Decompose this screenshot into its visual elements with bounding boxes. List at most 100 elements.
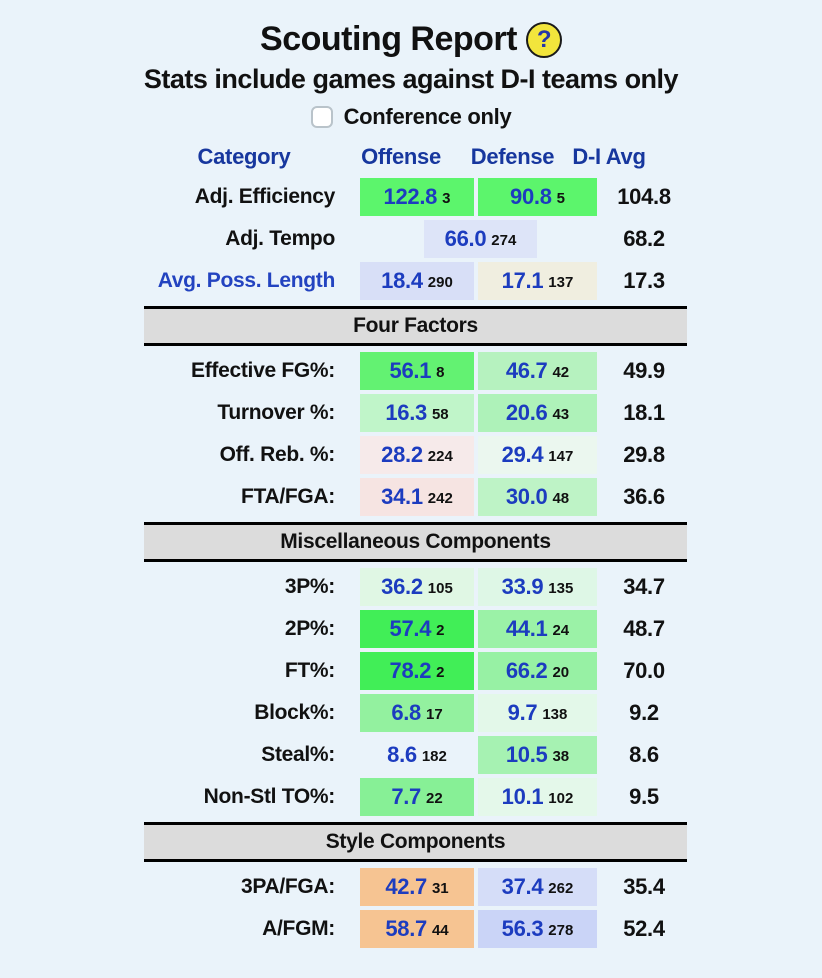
help-question-icon[interactable]: ? (525, 21, 562, 58)
offense-value-cell: 28.2 224 (360, 436, 474, 474)
stat-value: 8.6 (387, 742, 417, 767)
scouting-report-table: Category Offense Defense D-I Avg Adj. Ef… (144, 140, 687, 950)
stat-value: 122.8 (383, 184, 438, 209)
section-header: Miscellaneous Components (144, 522, 687, 562)
defense-value-cell: 33.9 135 (478, 568, 597, 606)
stat-value: 9.7 (507, 700, 538, 725)
offense-cell-wrap: 58.7 44 (360, 910, 478, 948)
stat-rank: 182 (421, 747, 447, 765)
offense-value-cell: 16.3 58 (360, 394, 474, 432)
stat-value: 44.1 (505, 616, 548, 641)
offense-value-cell: 36.2 105 (360, 568, 474, 606)
offense-cell-wrap: 78.2 2 (360, 652, 478, 690)
stat-value: 20.6 (505, 400, 548, 425)
category-label: 3P%: (284, 575, 335, 598)
stat-rank: 2 (436, 621, 445, 639)
stat-rank: 224 (427, 447, 453, 465)
stat-value: 58.7 (385, 916, 427, 941)
di-avg-value: 48.7 (623, 616, 665, 641)
di-avg-value: 29.8 (623, 442, 665, 467)
defense-cell-wrap: 33.9 135 (478, 568, 601, 606)
offense-value-cell: 42.7 31 (360, 868, 474, 906)
category-label: A/FGM: (262, 917, 335, 940)
conference-only-checkbox[interactable] (310, 106, 333, 128)
defense-cell-wrap: 10.1 102 (478, 778, 601, 816)
defense-cell-wrap: 90.8 5 (478, 178, 601, 216)
stat-value: 29.4 (501, 442, 544, 467)
offense-cell-wrap: 122.8 3 (360, 178, 478, 216)
defense-cell-wrap: 30.0 48 (478, 478, 601, 516)
stat-rank: 5 (556, 189, 565, 207)
defense-value-cell: 66.2 20 (478, 652, 597, 690)
di-avg-value: 17.3 (623, 268, 665, 293)
category-label: Off. Reb. %: (219, 443, 336, 466)
defense-value-cell: 56.3 278 (478, 910, 597, 948)
column-header-category: Category (197, 144, 291, 169)
stat-value: 28.2 (381, 442, 423, 467)
table-body: Adj. Efficiency 122.8 3 90.8 5 104.8 Adj. Temp… (144, 176, 687, 950)
stat-rank: 147 (548, 447, 574, 465)
defense-value-cell: 20.6 43 (478, 394, 597, 432)
defense-cell-wrap: 66.2 20 (478, 652, 601, 690)
offense-value-cell: 56.1 8 (360, 352, 474, 390)
stat-rank: 290 (427, 273, 453, 291)
defense-value-cell: 30.0 48 (478, 478, 597, 516)
stat-value: 6.8 (391, 700, 421, 725)
stat-rank: 24 (552, 621, 570, 639)
offense-value-cell: 18.4 290 (360, 262, 474, 300)
defense-value-cell: 9.7 138 (478, 694, 597, 732)
combined-cell-wrap: 66.0 274 (360, 220, 601, 258)
category-label[interactable]: Avg. Poss. Length (157, 269, 336, 292)
defense-cell-wrap: 44.1 24 (478, 610, 601, 648)
stat-value: 17.1 (501, 268, 544, 293)
stat-rank: 2 (436, 663, 445, 681)
stat-value: 33.9 (501, 574, 544, 599)
di-avg-value: 9.5 (629, 784, 659, 809)
stat-rank: 31 (431, 879, 449, 897)
stat-rank: 138 (542, 705, 568, 723)
di-avg-value: 49.9 (623, 358, 665, 383)
stat-row: Block%: 6.8 17 9.7 138 9.2 (144, 692, 687, 734)
defense-value-cell: 29.4 147 (478, 436, 597, 474)
defense-cell-wrap: 10.5 38 (478, 736, 601, 774)
category-label: 3PA/FGA: (240, 875, 335, 898)
category-label: Non-Stl TO%: (203, 785, 336, 808)
offense-cell-wrap: 28.2 224 (360, 436, 478, 474)
stat-value: 42.7 (385, 874, 427, 899)
stat-value: 18.4 (381, 268, 423, 293)
offense-cell-wrap: 18.4 290 (360, 262, 478, 300)
offense-value-cell: 8.6 182 (360, 736, 474, 774)
defense-value-cell: 10.5 38 (478, 736, 597, 774)
defense-cell-wrap: 46.7 42 (478, 352, 601, 390)
offense-cell-wrap: 16.3 58 (360, 394, 478, 432)
stat-rank: 135 (548, 579, 574, 597)
offense-value-cell: 58.7 44 (360, 910, 474, 948)
stat-value: 10.1 (501, 784, 544, 809)
stat-rank: 48 (552, 489, 570, 507)
stat-value: 57.4 (389, 616, 432, 641)
offense-cell-wrap: 56.1 8 (360, 352, 478, 390)
category-label: Adj. Tempo (225, 227, 335, 250)
category-label: Turnover %: (217, 401, 335, 424)
column-header-di-avg: D-I Avg (572, 144, 646, 169)
stat-rank: 20 (552, 663, 570, 681)
category-label: FT%: (284, 659, 335, 682)
stat-rank: 3 (442, 189, 451, 207)
offense-value-cell: 34.1 242 (360, 478, 474, 516)
stat-rank: 262 (548, 879, 574, 897)
defense-cell-wrap: 56.3 278 (478, 910, 601, 948)
offense-value-cell: 78.2 2 (360, 652, 474, 690)
defense-value-cell: 90.8 5 (478, 178, 597, 216)
offense-value-cell: 6.8 17 (360, 694, 474, 732)
stat-value: 16.3 (385, 400, 427, 425)
category-label: Steal%: (261, 743, 335, 766)
page-subtitle: Stats include games against D-I teams on… (143, 64, 679, 94)
stat-rank: 278 (548, 921, 574, 939)
di-avg-value: 70.0 (623, 658, 665, 683)
stat-rank: 242 (427, 489, 453, 507)
di-avg-value: 35.4 (623, 874, 665, 899)
defense-value-cell: 10.1 102 (478, 778, 597, 816)
stat-row: FTA/FGA: 34.1 242 30.0 48 36.6 (144, 476, 687, 518)
di-avg-value: 52.4 (623, 916, 665, 941)
offense-cell-wrap: 57.4 2 (360, 610, 478, 648)
